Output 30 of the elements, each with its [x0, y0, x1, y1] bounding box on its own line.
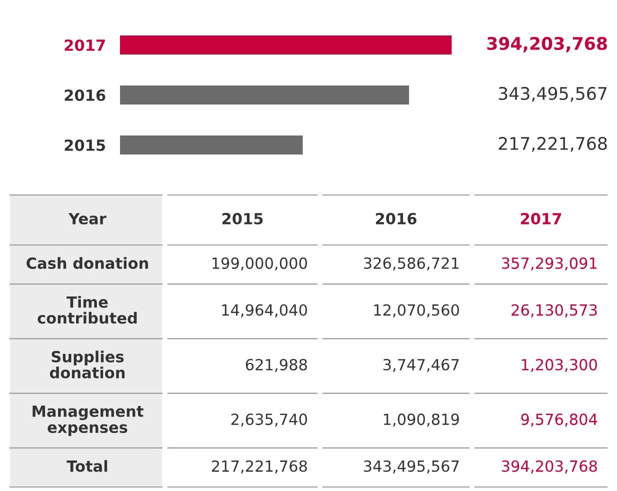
text: 1,203,300	[522, 358, 597, 372]
text: 26,130,573	[512, 304, 597, 318]
text: 2,635,740	[231, 414, 307, 427]
text: 12,070,560	[374, 304, 459, 318]
text: 343,495,567	[364, 460, 459, 474]
category-label: Total	[66, 460, 108, 472]
text: 621,988	[246, 358, 307, 372]
text: 394,203,768	[502, 460, 597, 474]
category-label: Time contributed	[38, 296, 137, 324]
data-label: 217,221,768	[498, 136, 607, 152]
text: 357,293,091	[502, 257, 597, 271]
category-label: Supplies donation	[50, 350, 125, 378]
data-label: 394,203,768	[487, 36, 607, 52]
data-label: 343,495,567	[498, 86, 607, 102]
text: 14,964,040	[222, 304, 307, 318]
text: 3,747,467	[383, 358, 459, 372]
text: 1,090,819	[384, 414, 459, 427]
text: 326,586,721	[364, 257, 459, 271]
y-tick-label: 2016	[64, 89, 106, 102]
text: 9,576,804	[521, 414, 598, 427]
category-label: 2016	[376, 212, 416, 224]
y-tick-label: 2017	[64, 39, 105, 52]
category-label: Cash donation	[26, 257, 148, 269]
category-label: 2017	[520, 212, 562, 224]
category-label: 2015	[222, 212, 263, 224]
text: 199,000,000	[212, 257, 307, 271]
text: Year	[68, 213, 106, 224]
category-label: Management expenses	[32, 406, 144, 436]
text: 217,221,768	[212, 460, 307, 474]
y-tick-label: 2015	[64, 139, 106, 152]
